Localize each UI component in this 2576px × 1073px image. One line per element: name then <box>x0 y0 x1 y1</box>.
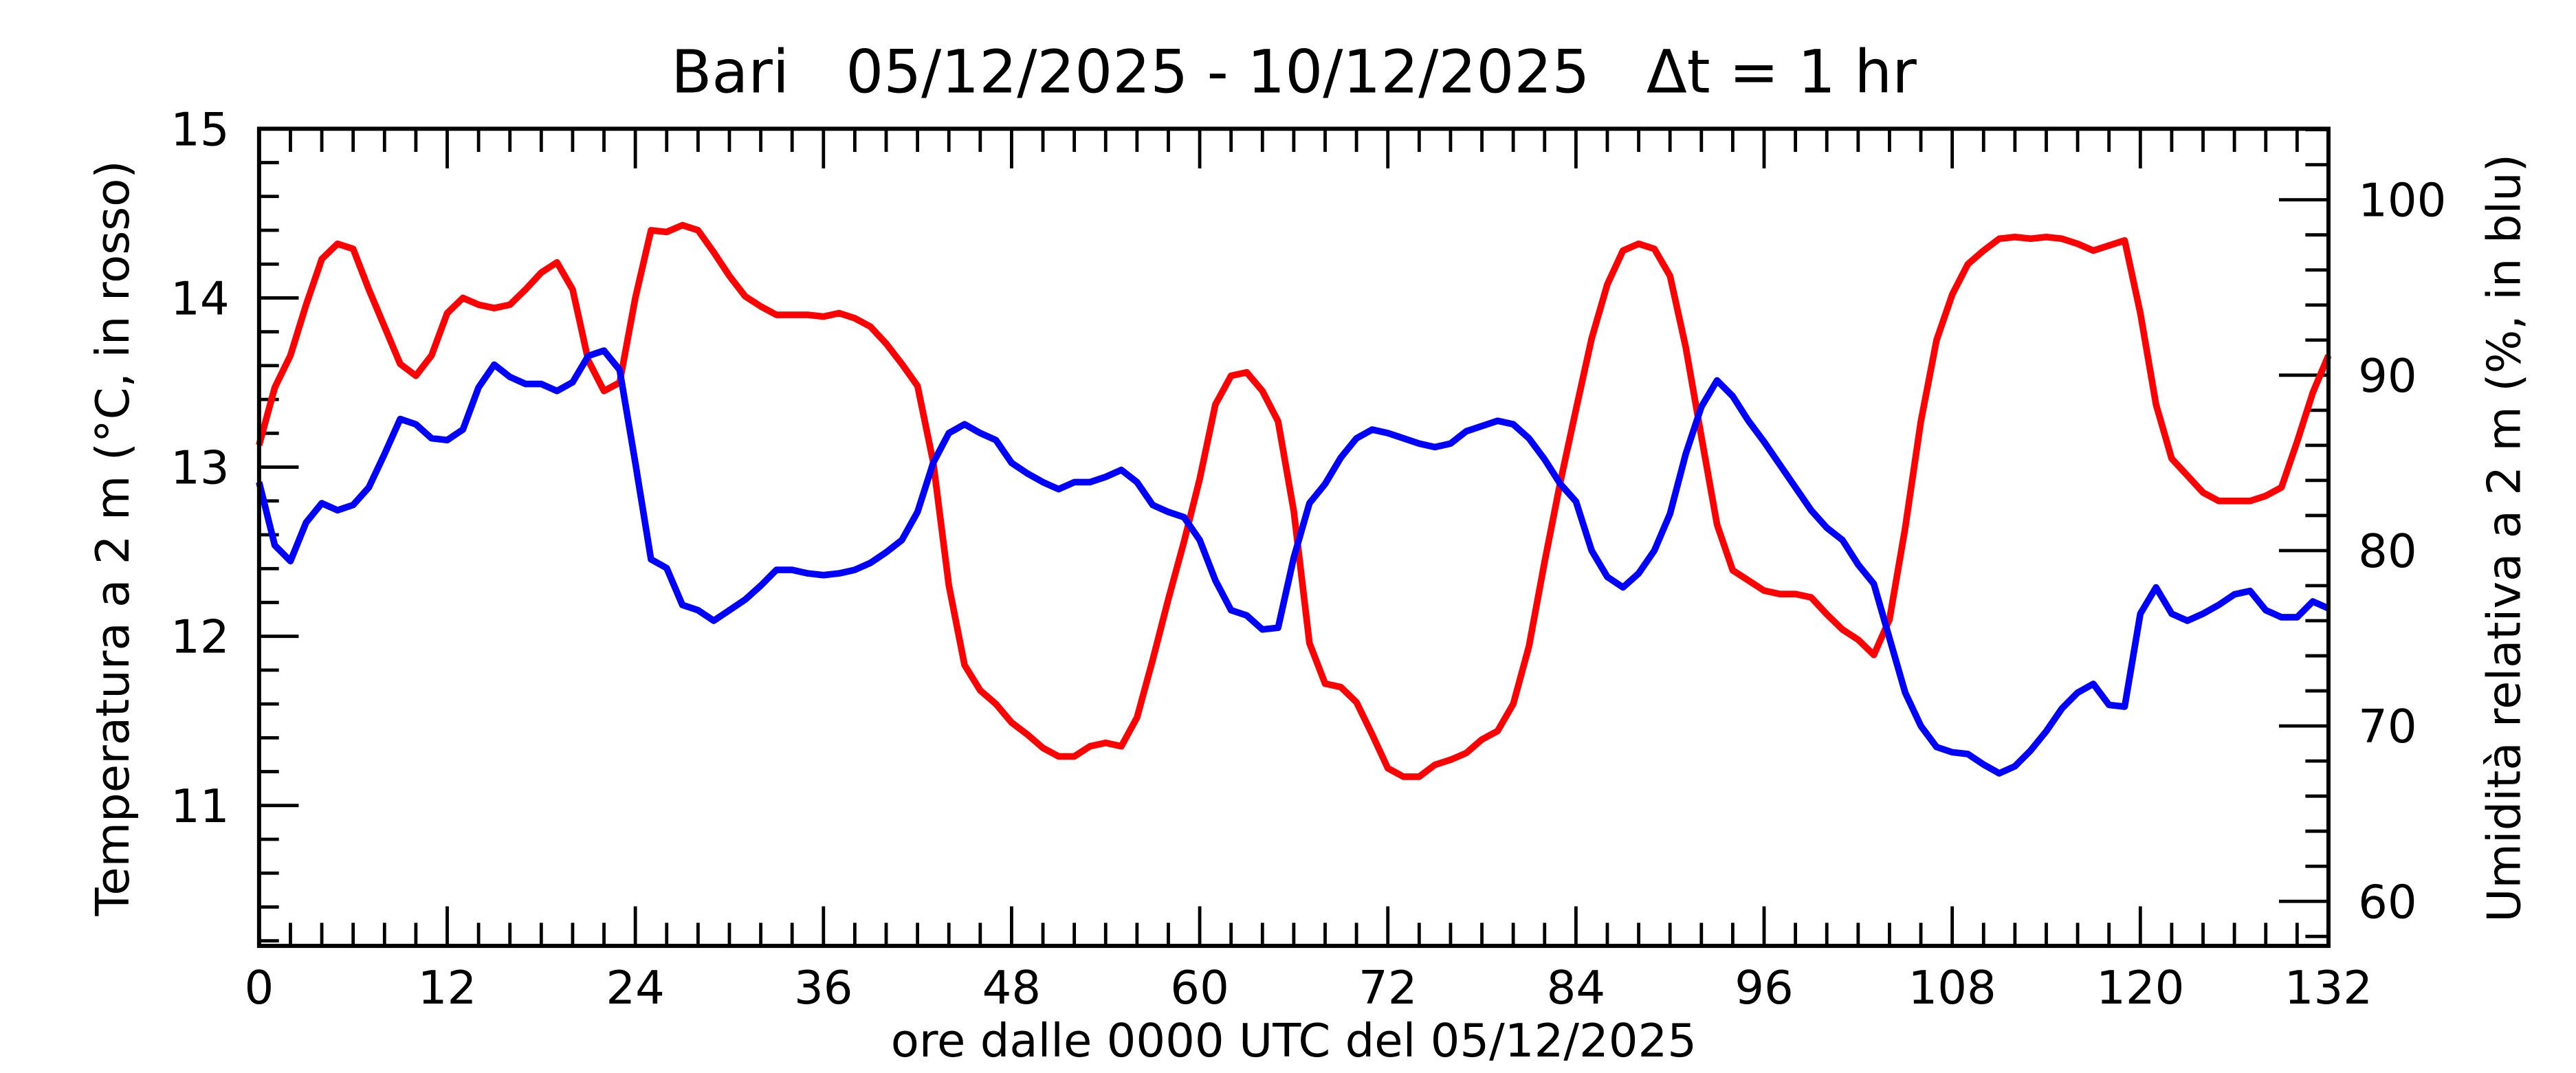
y2-tick-label: 80 <box>2358 524 2417 578</box>
x-tick-label: 108 <box>1908 961 1996 1015</box>
x-tick-label: 36 <box>794 961 853 1015</box>
y2-tick-label: 70 <box>2358 700 2417 753</box>
y2-tick-label: 100 <box>2358 174 2446 228</box>
y-axis-label: Temperatura a 2 m (°C, in rosso) <box>86 160 140 916</box>
x-tick-label: 0 <box>244 961 274 1015</box>
y-tick-label: 14 <box>170 272 230 325</box>
series-line <box>256 221 2332 780</box>
plot-frame <box>256 126 2331 949</box>
y-tick-label: 12 <box>170 610 230 664</box>
x-tick-label: 12 <box>418 961 477 1015</box>
x-tick-label: 120 <box>2096 961 2184 1015</box>
y2-tick-label: 60 <box>2358 875 2417 929</box>
x-tick-label: 132 <box>2285 961 2373 1015</box>
x-tick-label: 96 <box>1735 961 1794 1015</box>
x-axis-label: ore dalle 0000 UTC del 05/12/2025 <box>891 1014 1697 1068</box>
chart-title: Bari 05/12/2025 - 10/12/2025 Δt = 1 hr <box>671 38 1917 107</box>
series-line <box>256 347 2330 777</box>
x-tick-label: 72 <box>1358 961 1418 1015</box>
x-tick-label: 24 <box>606 961 665 1015</box>
y2-axis-label: Umidità relativa a 2 m (%, in blu) <box>2477 154 2531 922</box>
y-tick-label: 15 <box>170 102 230 156</box>
x-tick-label: 60 <box>1170 961 1229 1015</box>
x-tick-label: 48 <box>982 961 1042 1015</box>
y-tick-label: 11 <box>170 779 230 833</box>
y2-tick-label: 90 <box>2358 349 2417 403</box>
x-tick-label: 84 <box>1547 961 1606 1015</box>
y-tick-label: 13 <box>170 441 230 495</box>
